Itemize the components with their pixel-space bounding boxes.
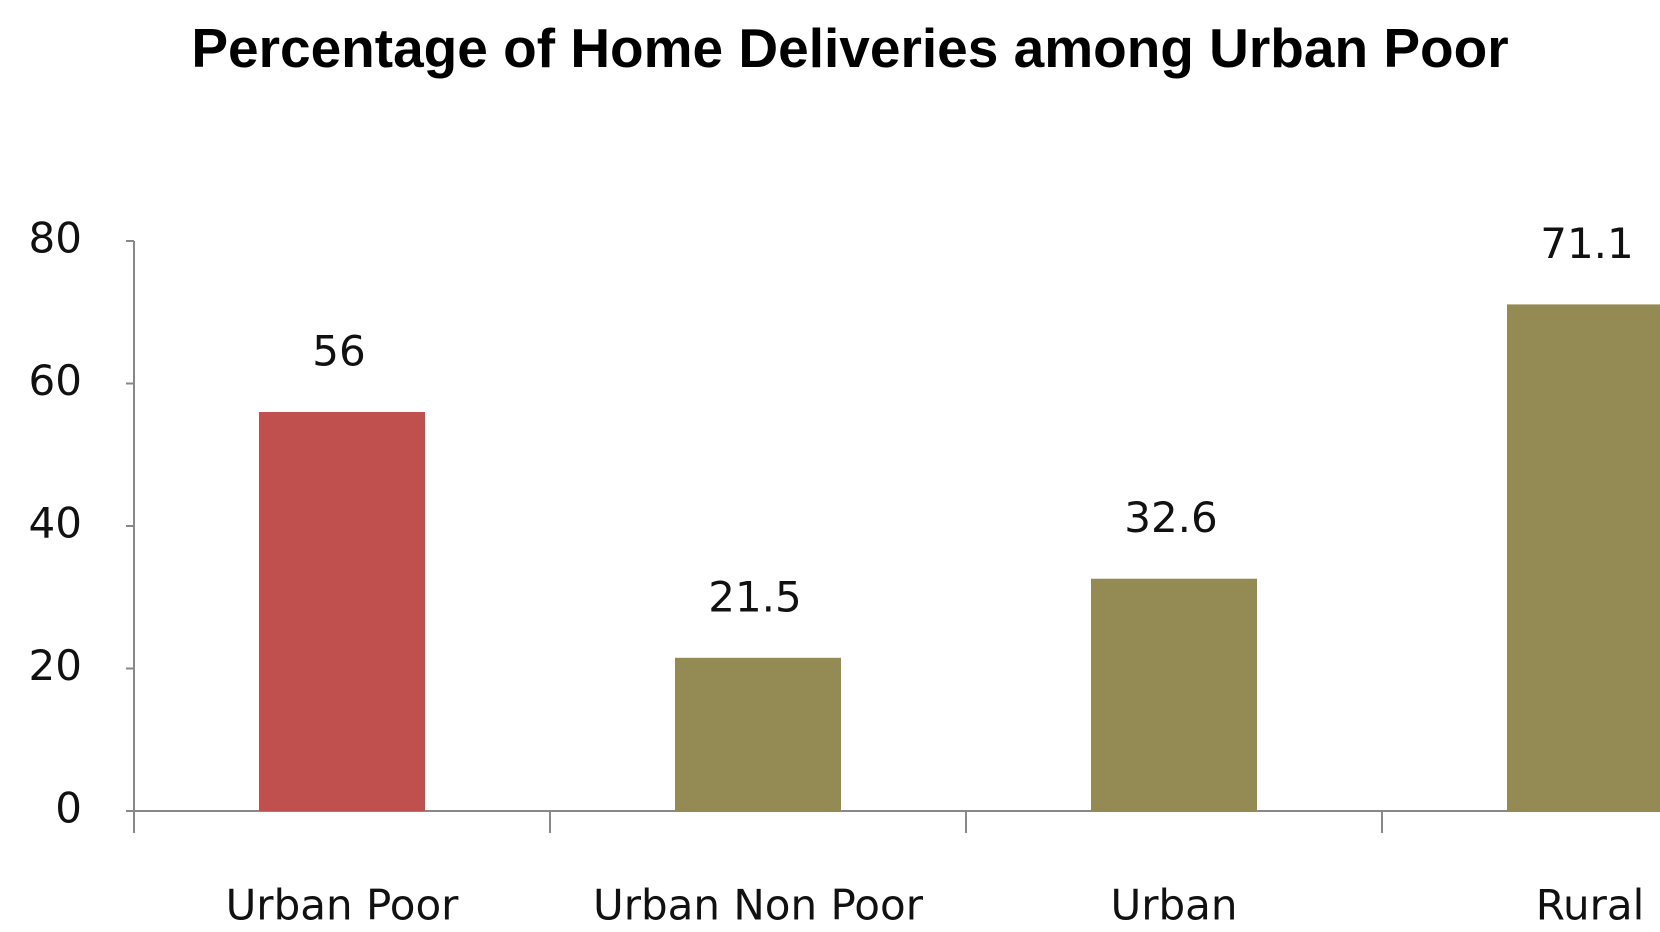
value-label: 32.6: [1124, 493, 1218, 542]
value-label: 56: [312, 327, 365, 376]
bar: [675, 657, 841, 811]
x-tick-label: Urban: [1110, 881, 1237, 930]
value-label: 21.5: [708, 572, 802, 621]
x-tick-label: Urban Non Poor: [593, 881, 924, 930]
bar: [1507, 304, 1660, 811]
bar: [259, 412, 425, 811]
y-tick-label: 0: [55, 784, 82, 833]
y-tick-label: 60: [29, 356, 82, 405]
y-tick-label: 80: [29, 214, 82, 263]
bar: [1091, 578, 1257, 811]
chart-title: Percentage of Home Deliveries among Urba…: [191, 17, 1509, 79]
value-label: 71.1: [1540, 219, 1634, 268]
x-tick-label: Urban Poor: [226, 881, 460, 930]
y-tick-label: 40: [29, 499, 82, 548]
x-tick-label: Rural: [1536, 881, 1645, 930]
y-tick-label: 20: [29, 641, 82, 690]
